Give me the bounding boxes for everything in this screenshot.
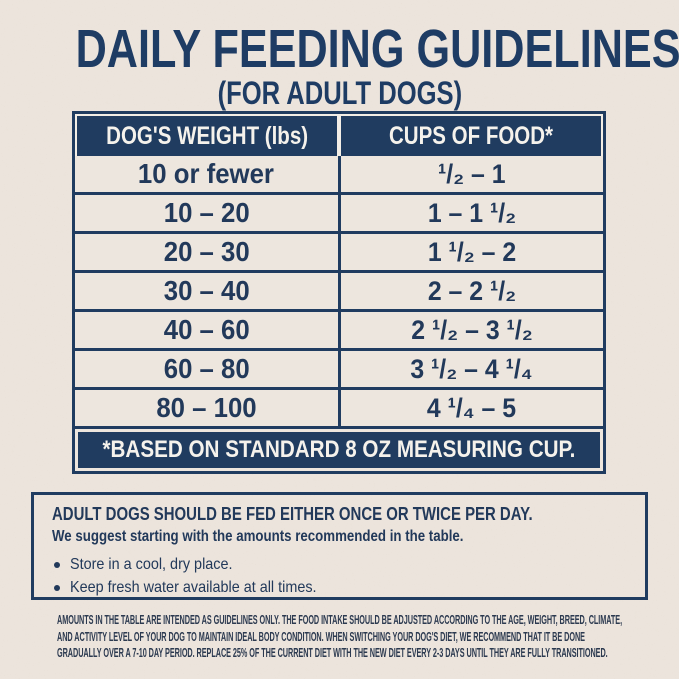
table-row: 80 – 100 4 ¹/₄ – 5 bbox=[75, 387, 603, 426]
weight-value: 30 – 40 bbox=[163, 275, 250, 306]
page-title: DAILY FEEDING GUIDELINES bbox=[75, 19, 679, 79]
bullet-icon bbox=[54, 561, 60, 568]
weight-cell: 40 – 60 bbox=[75, 312, 338, 348]
weight-cell: 10 or fewer bbox=[75, 156, 338, 192]
list-item: Keep fresh water available at all times. bbox=[52, 576, 627, 599]
table-footnote-band: *BASED ON STANDARD 8 OZ MEASURING CUP. bbox=[78, 432, 600, 468]
weight-value: 40 – 60 bbox=[163, 314, 250, 345]
cups-cell: 2 – 2 ¹/₂ bbox=[337, 273, 604, 309]
cups-value: 1 – 1 ¹/₂ bbox=[427, 197, 516, 228]
table-row: 10 – 20 1 – 1 ¹/₂ bbox=[75, 192, 603, 231]
bullet-text: Keep fresh water available at all times. bbox=[70, 578, 317, 596]
cups-cell: 4 ¹/₄ – 5 bbox=[337, 390, 604, 426]
list-item: Store in a cool, dry place. bbox=[52, 553, 627, 576]
weight-value: 80 – 100 bbox=[156, 392, 257, 423]
table-footnote: *BASED ON STANDARD 8 OZ MEASURING CUP. bbox=[102, 436, 576, 463]
weight-value: 10 or fewer bbox=[138, 158, 275, 189]
cups-value: 4 ¹/₄ – 5 bbox=[427, 392, 517, 423]
weight-cell: 60 – 80 bbox=[75, 351, 338, 387]
weight-cell: 20 – 30 bbox=[75, 234, 338, 270]
table-row: 10 or fewer ¹/₂ – 1 bbox=[75, 156, 603, 192]
weight-value: 20 – 30 bbox=[163, 236, 250, 267]
table-body: 10 or fewer ¹/₂ – 1 10 – 20 1 – 1 ¹/₂ 20… bbox=[75, 156, 603, 426]
weight-cell: 30 – 40 bbox=[75, 273, 338, 309]
weight-value: 10 – 20 bbox=[163, 197, 250, 228]
disclaimer-line: AMOUNTS IN THE TABLE ARE INTENDED AS GUI… bbox=[57, 612, 623, 627]
cups-cell: 1 – 1 ¹/₂ bbox=[337, 195, 604, 231]
disclaimer-text: AMOUNTS IN THE TABLE ARE INTENDED AS GUI… bbox=[57, 612, 657, 662]
table-row: 60 – 80 3 ¹/₂ – 4 ¹/₄ bbox=[75, 348, 603, 387]
notes-subheading: We suggest starting with the amounts rec… bbox=[52, 528, 464, 545]
column-header-weight-label: DOG'S WEIGHT (lbs) bbox=[106, 121, 308, 150]
weight-cell: 10 – 20 bbox=[75, 195, 338, 231]
cups-value: 3 ¹/₂ – 4 ¹/₄ bbox=[410, 353, 533, 384]
table-row: 40 – 60 2 ¹/₂ – 3 ¹/₂ bbox=[75, 309, 603, 348]
table-footnote-row: *BASED ON STANDARD 8 OZ MEASURING CUP. bbox=[75, 426, 603, 471]
cups-value: 2 – 2 ¹/₂ bbox=[427, 275, 516, 306]
disclaimer-line: GRADUALLY OVER A 7-10 DAY PERIOD. REPLAC… bbox=[57, 645, 608, 660]
table-row: 20 – 30 1 ¹/₂ – 2 bbox=[75, 231, 603, 270]
weight-value: 60 – 80 bbox=[163, 353, 250, 384]
cups-value: 2 ¹/₂ – 3 ¹/₂ bbox=[411, 314, 533, 345]
bullet-text: Store in a cool, dry place. bbox=[70, 555, 233, 573]
feeding-notes-box: ADULT DOGS SHOULD BE FED EITHER ONCE OR … bbox=[31, 492, 648, 600]
column-header-cups-label: CUPS OF FOOD* bbox=[388, 121, 553, 150]
cups-cell: ¹/₂ – 1 bbox=[337, 156, 604, 192]
page-subtitle: (FOR ADULT DOGS) bbox=[217, 75, 462, 111]
table-header-row: DOG'S WEIGHT (lbs) CUPS OF FOOD* bbox=[75, 114, 603, 156]
cups-value: ¹/₂ – 1 bbox=[437, 158, 506, 189]
notes-heading: ADULT DOGS SHOULD BE FED EITHER ONCE OR … bbox=[52, 504, 533, 524]
cups-cell: 1 ¹/₂ – 2 bbox=[337, 234, 604, 270]
cups-cell: 2 ¹/₂ – 3 ¹/₂ bbox=[337, 312, 604, 348]
bullet-icon bbox=[54, 584, 60, 591]
column-header-weight: DOG'S WEIGHT (lbs) bbox=[77, 116, 337, 156]
notes-bullet-list: Store in a cool, dry place. Keep fresh w… bbox=[52, 553, 627, 599]
weight-cell: 80 – 100 bbox=[75, 390, 338, 426]
table-row: 30 – 40 2 – 2 ¹/₂ bbox=[75, 270, 603, 309]
feeding-table: DOG'S WEIGHT (lbs) CUPS OF FOOD* 10 or f… bbox=[72, 111, 606, 474]
column-header-cups: CUPS OF FOOD* bbox=[341, 116, 601, 156]
disclaimer-line: AND ACTIVITY LEVEL OF YOUR DOG TO MAINTA… bbox=[57, 628, 585, 644]
cups-cell: 3 ¹/₂ – 4 ¹/₄ bbox=[337, 351, 604, 387]
cups-value: 1 ¹/₂ – 2 bbox=[427, 236, 516, 267]
